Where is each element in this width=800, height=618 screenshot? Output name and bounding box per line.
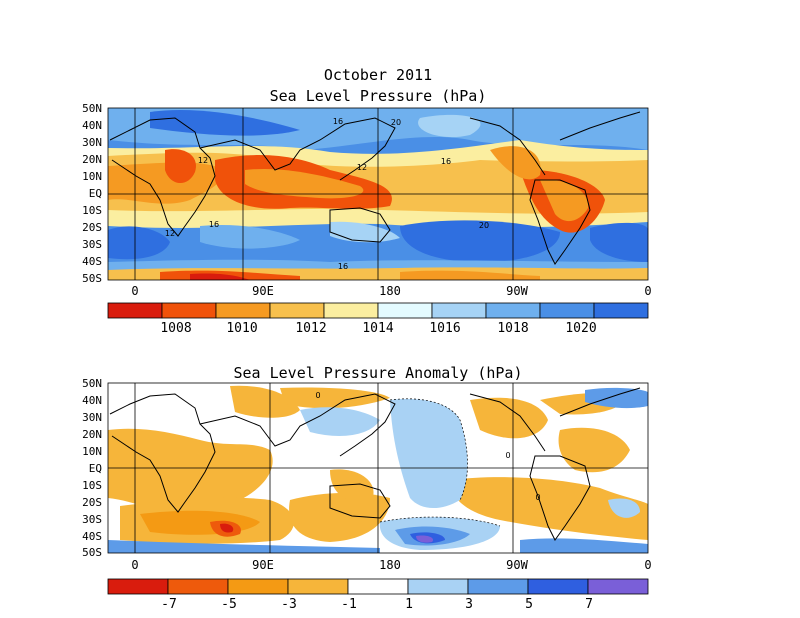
lon-label: 180 bbox=[379, 284, 401, 298]
contour-label: 16 bbox=[333, 117, 343, 126]
contour-label: 12 bbox=[165, 229, 175, 238]
panel2-gridlines bbox=[107, 382, 649, 554]
colorbar-swatch bbox=[161, 302, 217, 319]
lat-label: 20S bbox=[82, 221, 102, 234]
lat-label: 20N bbox=[82, 153, 102, 166]
panel1-coastlines bbox=[109, 111, 641, 265]
colorbar-swatch bbox=[527, 578, 589, 595]
colorbar-swatch bbox=[587, 578, 649, 595]
panel2-title: Sea Level Pressure Anomaly (hPa) bbox=[233, 364, 523, 382]
contour-label: 0 bbox=[315, 391, 320, 400]
colorbar-swatch bbox=[287, 578, 349, 595]
lat-label: 50S bbox=[82, 546, 102, 559]
lat-label: EQ bbox=[88, 462, 102, 475]
colorbar-swatch bbox=[323, 302, 379, 319]
colorbar-label: 1008 bbox=[160, 321, 192, 336]
colorbar-swatch bbox=[467, 578, 529, 595]
colorbar-label: 5 bbox=[525, 597, 533, 612]
colorbar-label: 7 bbox=[585, 597, 593, 612]
colorbar-swatch bbox=[215, 302, 271, 319]
contour-label: 12 bbox=[357, 163, 367, 172]
lat-label: 30N bbox=[82, 136, 102, 149]
colorbar-swatch bbox=[377, 302, 433, 319]
lat-label: 30S bbox=[82, 238, 102, 251]
contour-label: 16 bbox=[441, 157, 451, 166]
lon-label: 0 bbox=[131, 558, 139, 572]
lon-label: 0 bbox=[644, 558, 652, 572]
lat-label: 10N bbox=[82, 170, 102, 183]
lat-label: 40S bbox=[82, 255, 102, 268]
colorbar-label: 1018 bbox=[497, 321, 529, 336]
panel2-colorbar bbox=[107, 578, 649, 595]
lon-label: 90E bbox=[252, 558, 274, 572]
colorbar-swatch bbox=[107, 578, 169, 595]
panel1-colorbar bbox=[107, 302, 649, 319]
colorbar-label: 1010 bbox=[226, 321, 258, 336]
panel1-title-line1: October 2011 bbox=[323, 66, 433, 84]
lat-label: 50N bbox=[82, 377, 102, 390]
lat-label: 30N bbox=[82, 411, 102, 424]
contour-label: 0 bbox=[505, 451, 510, 460]
lon-label: 90W bbox=[506, 284, 528, 298]
colorbar-label: 1012 bbox=[295, 321, 327, 336]
colorbar-swatch bbox=[407, 578, 469, 595]
lon-label: 180 bbox=[379, 558, 401, 572]
colorbar-swatch bbox=[227, 578, 289, 595]
panel2-negative-contours bbox=[379, 398, 501, 527]
lon-label: 0 bbox=[644, 284, 652, 298]
colorbar-label: -1 bbox=[341, 597, 357, 612]
lat-label: 30S bbox=[82, 513, 102, 526]
colorbar-swatch bbox=[431, 302, 487, 319]
colorbar-label: -5 bbox=[221, 597, 237, 612]
lat-label: 50N bbox=[82, 102, 102, 115]
lat-label: 10S bbox=[82, 204, 102, 217]
colorbar-label: 1 bbox=[405, 597, 413, 612]
panel1-contour-labels: 12 16 20 16 12 12 16 20 16 bbox=[165, 117, 489, 271]
panel2-coastlines bbox=[109, 387, 641, 541]
lon-label: 90W bbox=[506, 558, 528, 572]
colorbar-label: 1014 bbox=[362, 321, 394, 336]
contour-label: 12 bbox=[198, 156, 208, 165]
colorbar-swatch bbox=[347, 578, 409, 595]
colorbar-swatch bbox=[593, 302, 649, 319]
lat-label: 10N bbox=[82, 445, 102, 458]
panel1-gridlines bbox=[107, 107, 649, 281]
colorbar-label: 1016 bbox=[429, 321, 461, 336]
colorbar-label: 1020 bbox=[565, 321, 597, 336]
lon-label: 90E bbox=[252, 284, 274, 298]
colorbar-swatch bbox=[167, 578, 229, 595]
panel2-contour-labels: 0 0 0 bbox=[315, 391, 540, 502]
lat-label: 40N bbox=[82, 394, 102, 407]
panel1-title-line2: Sea Level Pressure (hPa) bbox=[269, 87, 487, 105]
lat-label: 50S bbox=[82, 272, 102, 285]
contour-label: 20 bbox=[479, 221, 489, 230]
colorbar-swatch bbox=[107, 302, 163, 319]
colorbar-label: 3 bbox=[465, 597, 473, 612]
colorbar-swatch bbox=[539, 302, 595, 319]
lat-label: 10S bbox=[82, 479, 102, 492]
contour-label: 0 bbox=[535, 493, 540, 502]
lat-label: 20S bbox=[82, 496, 102, 509]
contour-label: 16 bbox=[209, 220, 219, 229]
colorbar-swatch bbox=[269, 302, 325, 319]
lat-label: EQ bbox=[88, 187, 102, 200]
contour-label: 16 bbox=[338, 262, 348, 271]
lon-label: 0 bbox=[131, 284, 139, 298]
lat-label: 20N bbox=[82, 428, 102, 441]
colorbar-label: -7 bbox=[161, 597, 177, 612]
colorbar-swatch bbox=[485, 302, 541, 319]
lat-label: 40S bbox=[82, 530, 102, 543]
colorbar-label: -3 bbox=[281, 597, 297, 612]
contour-label: 20 bbox=[391, 118, 401, 127]
lat-label: 40N bbox=[82, 119, 102, 132]
